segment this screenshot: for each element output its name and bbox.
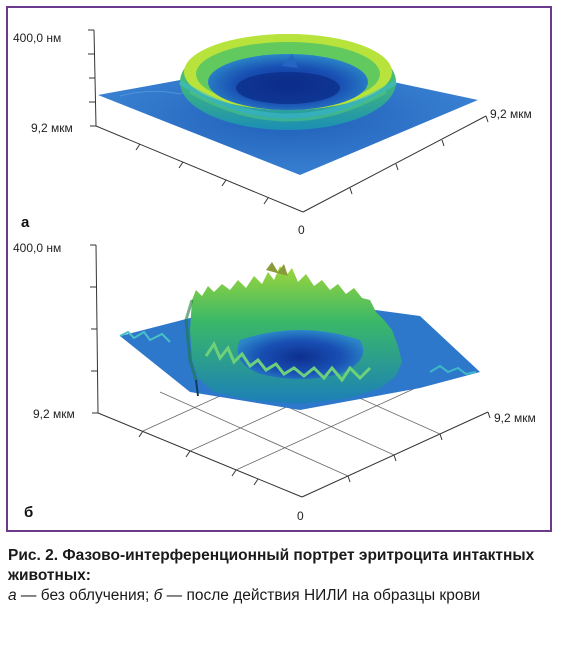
panel-b-z-label: 400,0 нм [13, 241, 61, 255]
panel-b-y-label: 9,2 мкм [33, 407, 75, 421]
panel-a-origin-label: 0 [298, 223, 305, 237]
panel-a-surface [98, 34, 478, 175]
figure-plots: 400,0 нм 9,2 мкм 9,2 мкм 0 а [13, 29, 536, 523]
panel-b-origin-label: 0 [297, 509, 304, 523]
panel-a-y-label: 9,2 мкм [31, 121, 73, 135]
caption-b-text: — после действия НИЛИ на образцы крови [162, 587, 481, 604]
caption-a-text: — без облучения; [16, 587, 154, 604]
panel-b-axes [90, 244, 491, 498]
figure-caption: Рис. 2. Фазово-интерференционный портрет… [8, 546, 556, 606]
caption-text: а — без облучения; б — после действия НИ… [8, 586, 556, 606]
panel-a-z-label: 400,0 нм [13, 31, 61, 45]
panel-b: 400,0 нм 9,2 мкм 9,2 мкм 0 б [13, 241, 536, 523]
caption-a-letter: а [8, 587, 17, 604]
caption-b-letter: б [153, 587, 163, 604]
panel-a-axes [88, 29, 489, 213]
panel-a-x-label: 9,2 мкм [490, 107, 532, 121]
panel-b-letter: б [24, 504, 33, 521]
caption-title: Рис. 2. Фазово-интерференционный портрет… [8, 547, 535, 584]
panel-b-x-label: 9,2 мкм [494, 411, 536, 425]
panel-a: 400,0 нм 9,2 мкм 9,2 мкм 0 а [13, 29, 532, 237]
panel-b-surface [119, 262, 480, 410]
panel-a-letter: а [21, 214, 30, 231]
